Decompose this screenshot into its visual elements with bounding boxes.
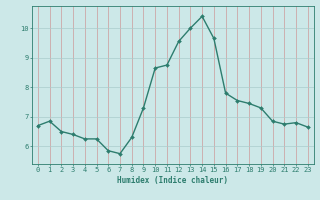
- X-axis label: Humidex (Indice chaleur): Humidex (Indice chaleur): [117, 176, 228, 185]
